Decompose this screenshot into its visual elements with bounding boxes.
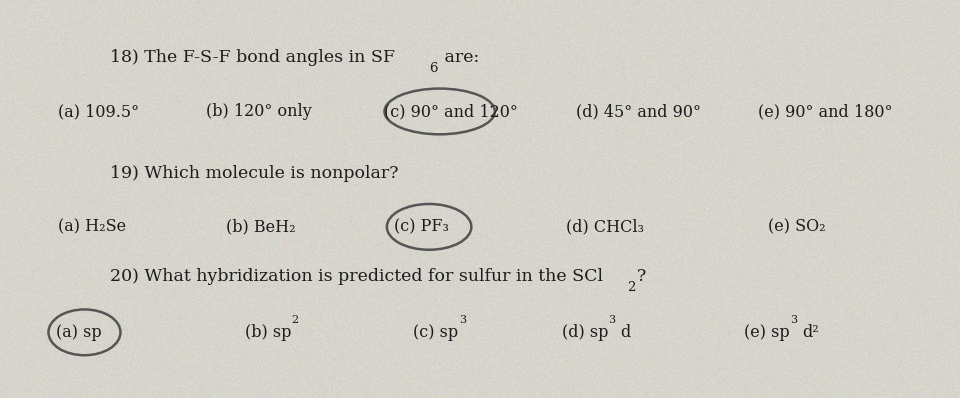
Text: (e) 90° and 180°: (e) 90° and 180° [758, 103, 893, 120]
Text: 2: 2 [627, 281, 636, 294]
Text: (b) 120° only: (b) 120° only [206, 103, 312, 120]
Text: ?: ? [636, 268, 646, 285]
Text: (b) sp: (b) sp [245, 324, 291, 341]
Text: (d) 45° and 90°: (d) 45° and 90° [576, 103, 701, 120]
Text: (b) BeH₂: (b) BeH₂ [226, 219, 296, 235]
Text: 3: 3 [459, 314, 466, 325]
Text: (a) 109.5°: (a) 109.5° [58, 103, 139, 120]
Text: 3: 3 [608, 314, 614, 325]
Text: d²: d² [803, 324, 819, 341]
Text: (d) sp: (d) sp [562, 324, 608, 341]
Text: 6: 6 [429, 62, 438, 75]
Text: (d) CHCl₃: (d) CHCl₃ [566, 219, 644, 235]
Text: d: d [620, 324, 631, 341]
Text: are:: are: [439, 49, 479, 66]
Text: (c) 90° and 120°: (c) 90° and 120° [384, 103, 517, 120]
Text: (c) PF₃: (c) PF₃ [394, 219, 448, 235]
Text: (c) sp: (c) sp [413, 324, 458, 341]
Text: (a) H₂Se: (a) H₂Se [58, 219, 126, 235]
Text: 19) Which molecule is nonpolar?: 19) Which molecule is nonpolar? [110, 165, 399, 181]
Text: (e) SO₂: (e) SO₂ [768, 219, 826, 235]
Text: 18) The F-S-F bond angles in SF: 18) The F-S-F bond angles in SF [110, 49, 396, 66]
Text: 3: 3 [790, 314, 797, 325]
Text: 20) What hybridization is predicted for sulfur in the SCl: 20) What hybridization is predicted for … [110, 268, 604, 285]
Text: 2: 2 [291, 314, 298, 325]
Text: (e) sp: (e) sp [744, 324, 790, 341]
Text: (a) sp: (a) sp [56, 324, 102, 341]
